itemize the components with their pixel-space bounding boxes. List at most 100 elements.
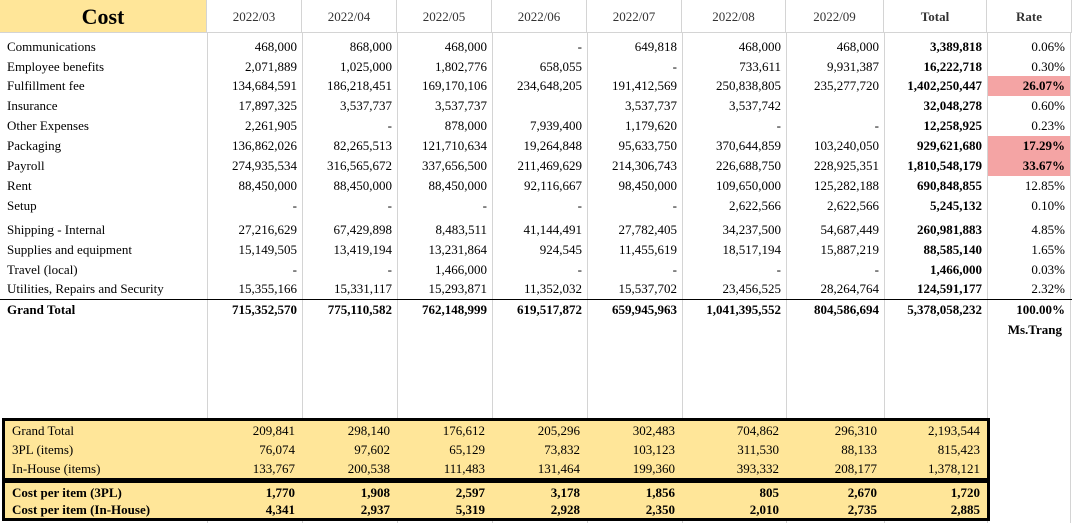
summary-cell[interactable]: 302,483 <box>632 423 675 438</box>
table-cell[interactable]: 228,925,351 <box>814 158 879 173</box>
row-label[interactable]: Travel (local) <box>7 262 78 277</box>
row-rate[interactable]: 1.65% <box>1031 242 1065 257</box>
table-cell[interactable]: 7,939,400 <box>530 118 582 133</box>
row-total[interactable]: 929,621,680 <box>917 138 982 153</box>
summary-cell[interactable]: 208,177 <box>834 461 877 476</box>
summary-cell[interactable]: 199,360 <box>632 461 675 476</box>
row-total[interactable]: 124,591,177 <box>917 281 982 296</box>
table-cell[interactable]: 88,450,000 <box>428 178 488 193</box>
table-cell[interactable]: 2,622,566 <box>827 198 879 213</box>
table-cell[interactable]: 468,000 <box>836 39 879 54</box>
table-cell[interactable]: 1,179,620 <box>625 118 677 133</box>
table-cell[interactable]: 9,931,387 <box>827 59 879 74</box>
table-cell[interactable]: - <box>672 198 677 213</box>
summary-label[interactable]: 3PL (items) <box>12 442 74 457</box>
month-header[interactable]: 2022/09 <box>786 0 884 33</box>
table-cell[interactable]: 8,483,511 <box>435 222 487 237</box>
table-cell[interactable]: - <box>387 262 392 277</box>
table-cell[interactable]: 2,071,889 <box>245 59 297 74</box>
row-rate[interactable]: 0.23% <box>1031 118 1065 133</box>
summary-total[interactable]: 2,193,544 <box>928 423 980 438</box>
table-cell[interactable]: - <box>776 118 781 133</box>
table-cell[interactable]: 88,450,000 <box>238 178 298 193</box>
table-cell[interactable]: 234,648,205 <box>517 78 582 93</box>
table-cell[interactable]: 11,352,032 <box>523 281 582 296</box>
summary-label[interactable]: Grand Total <box>12 423 75 438</box>
grand-total-cell[interactable]: 762,148,999 <box>422 302 487 317</box>
summary-cell[interactable]: 131,464 <box>537 461 580 476</box>
table-cell[interactable]: 468,000 <box>254 39 297 54</box>
row-label[interactable]: Shipping - Internal <box>7 222 106 237</box>
table-cell[interactable] <box>492 96 587 116</box>
summary-cell[interactable]: 2,735 <box>847 502 877 517</box>
month-header[interactable]: 2022/06 <box>492 0 587 33</box>
summary-cell[interactable]: 2,350 <box>645 502 675 517</box>
table-cell[interactable]: 226,688,750 <box>716 158 781 173</box>
table-cell[interactable]: 15,537,702 <box>618 281 678 296</box>
row-label[interactable]: Employee benefits <box>7 59 105 74</box>
summary-cell[interactable]: 704,862 <box>736 423 779 438</box>
table-cell[interactable]: 658,055 <box>539 59 582 74</box>
summary-cell[interactable]: 4,341 <box>265 502 295 517</box>
row-rate[interactable]: 4.85% <box>1031 222 1065 237</box>
row-rate[interactable]: 0.30% <box>1031 59 1065 74</box>
table-cell[interactable]: 11,455,619 <box>618 242 677 257</box>
row-label[interactable]: Utilities, Repairs and Security <box>7 281 164 296</box>
row-total[interactable]: 3,389,818 <box>930 39 982 54</box>
row-rate[interactable]: 0.06% <box>1031 39 1065 54</box>
row-rate[interactable]: 0.60% <box>1031 98 1065 113</box>
table-cell[interactable]: 169,170,106 <box>422 78 487 93</box>
table-cell[interactable]: 98,450,000 <box>618 178 678 193</box>
row-total[interactable]: 12,258,925 <box>923 118 983 133</box>
row-label[interactable]: Packaging <box>7 138 62 153</box>
table-cell[interactable]: - <box>776 262 781 277</box>
table-cell[interactable]: - <box>482 198 487 213</box>
row-total[interactable]: 32,048,278 <box>923 98 983 113</box>
table-cell[interactable]: 15,149,505 <box>238 242 298 257</box>
summary-cell[interactable]: 2,597 <box>455 485 485 500</box>
table-cell[interactable]: 2,261,905 <box>245 118 297 133</box>
table-cell[interactable]: 337,656,500 <box>422 158 487 173</box>
row-total[interactable]: 1,810,548,179 <box>907 158 982 173</box>
row-total[interactable]: 5,245,132 <box>930 198 982 213</box>
grand-total-cell[interactable]: 659,945,963 <box>612 302 677 317</box>
table-cell[interactable]: - <box>874 262 879 277</box>
grand-total-label[interactable]: Grand Total <box>7 302 76 317</box>
table-cell[interactable]: 250,838,805 <box>716 78 781 93</box>
table-cell[interactable]: - <box>387 198 392 213</box>
signature-label[interactable]: Ms.Trang <box>1007 322 1062 337</box>
row-rate[interactable]: 33.67% <box>988 156 1070 176</box>
grand-total-cell[interactable]: 775,110,582 <box>327 302 392 317</box>
grand-total-cell[interactable]: 804,586,694 <box>814 302 879 317</box>
grand-total-sum[interactable]: 5,378,058,232 <box>907 302 982 317</box>
grand-total-cell[interactable]: 1,041,395,552 <box>706 302 781 317</box>
table-cell[interactable]: - <box>577 198 582 213</box>
table-cell[interactable]: 28,264,764 <box>820 281 880 296</box>
table-cell[interactable]: - <box>577 39 582 54</box>
summary-cell[interactable]: 1,770 <box>265 485 295 500</box>
table-cell[interactable]: 23,456,525 <box>722 281 782 296</box>
summary-cell[interactable]: 393,332 <box>736 461 779 476</box>
table-cell[interactable]: 3,537,737 <box>435 98 487 113</box>
table-cell[interactable]: 868,000 <box>349 39 392 54</box>
table-cell[interactable]: 92,116,667 <box>523 178 582 193</box>
table-cell[interactable]: 1,802,776 <box>435 59 487 74</box>
grand-total-cell[interactable]: 619,517,872 <box>517 302 582 317</box>
summary-label[interactable]: In-House (items) <box>12 461 101 476</box>
rate-header[interactable]: Rate <box>987 0 1072 33</box>
cost-header[interactable]: Cost <box>0 0 207 33</box>
summary-total[interactable]: 1,720 <box>950 485 980 500</box>
table-cell[interactable]: 19,264,848 <box>523 138 583 153</box>
table-cell[interactable]: 27,782,405 <box>618 222 678 237</box>
table-cell[interactable]: 186,218,451 <box>327 78 392 93</box>
table-cell[interactable]: 468,000 <box>444 39 487 54</box>
summary-cell[interactable]: 73,832 <box>544 442 580 457</box>
table-cell[interactable]: 211,469,629 <box>517 158 582 173</box>
table-cell[interactable]: 88,450,000 <box>333 178 393 193</box>
summary-cell[interactable]: 176,612 <box>442 423 485 438</box>
table-cell[interactable]: 15,355,166 <box>238 281 298 296</box>
summary-cell[interactable]: 200,538 <box>347 461 390 476</box>
row-rate[interactable]: 17.29% <box>988 136 1070 156</box>
summary-cell[interactable]: 1,856 <box>645 485 675 500</box>
table-cell[interactable]: 13,419,194 <box>333 242 393 257</box>
